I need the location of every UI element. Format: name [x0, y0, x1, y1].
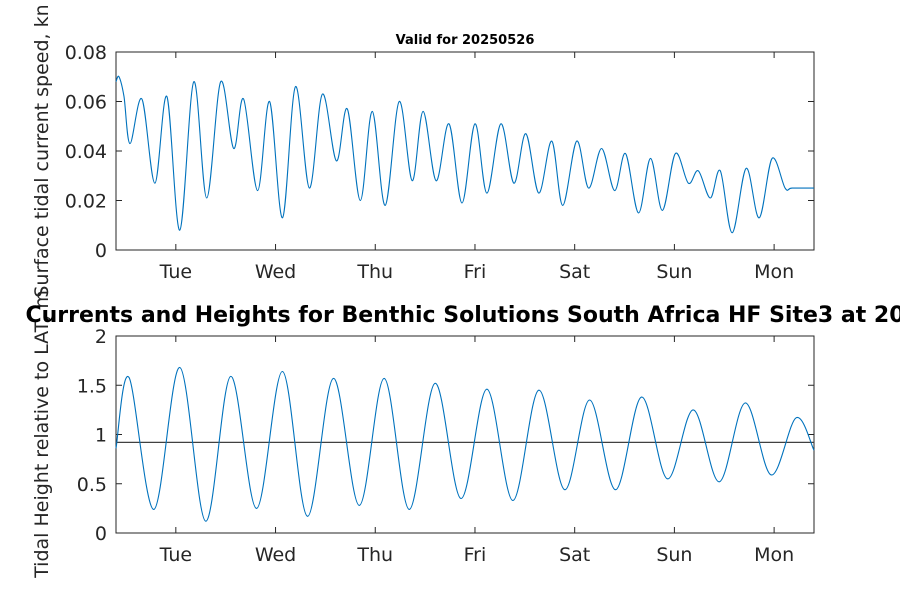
bottom-y-ticks: 0 0.5 1 1.5 2 — [77, 326, 814, 545]
top-x-tick-label: Mon — [754, 261, 794, 283]
bottom-y-tick-label: 1.5 — [77, 375, 107, 397]
top-y-tick-label: 0.04 — [65, 141, 107, 163]
bottom-x-tick-label: Tue — [159, 544, 192, 566]
top-y-ticks: 0 0.02 0.04 0.06 0.08 — [65, 42, 814, 262]
top-y-tick-label: 0.06 — [65, 92, 107, 114]
top-y-tick-label: 0.08 — [65, 42, 107, 64]
bottom-y-axis-label: Tidal Height relative to LAT, m — [31, 290, 53, 579]
top-x-tick-label: Sun — [656, 261, 692, 283]
top-x-tick-label: Sat — [559, 261, 590, 283]
top-x-tick-label: Wed — [255, 261, 296, 283]
top-y-axis-label: Surface tidal current speed, kn — [31, 4, 53, 297]
bottom-chart-title: Currents and Heights for Benthic Solutio… — [25, 303, 900, 328]
bottom-series-line — [115, 366, 815, 522]
bottom-y-tick-label: 0.5 — [77, 474, 107, 496]
bottom-panel: Tidal Height relative to LAT, m 0 0.5 1 1.5… — [25, 290, 900, 579]
bottom-x-tick-label: Fri — [464, 544, 487, 566]
top-x-tick-label: Fri — [464, 261, 487, 283]
bottom-x-tick-label: Sun — [656, 544, 692, 566]
bottom-y-tick-label: 2 — [95, 326, 107, 348]
bottom-y-tick-label: 1 — [95, 425, 107, 447]
top-y-tick-label: 0 — [95, 240, 107, 262]
top-y-tick-label: 0.02 — [65, 191, 107, 213]
top-plot-area — [115, 51, 815, 251]
bottom-x-ticks: Tue Wed Thu Fri Sat Sun Mon — [159, 336, 794, 566]
bottom-y-tick-label: 0 — [95, 523, 107, 545]
bottom-x-tick-label: Thu — [356, 544, 393, 566]
bottom-x-tick-label: Sat — [559, 544, 590, 566]
top-series-line — [115, 75, 814, 234]
bottom-x-tick-label: Wed — [255, 544, 296, 566]
top-chart-title: Valid for 20250526 — [396, 33, 535, 48]
top-panel: Valid for 20250526 Surface tidal current… — [31, 4, 815, 298]
top-x-ticks: Tue Wed Thu Fri Sat Sun Mon — [159, 52, 794, 283]
bottom-plot-area — [115, 335, 815, 534]
top-x-tick-label: Tue — [159, 261, 192, 283]
top-x-tick-label: Thu — [356, 261, 393, 283]
bottom-x-tick-label: Mon — [754, 544, 794, 566]
